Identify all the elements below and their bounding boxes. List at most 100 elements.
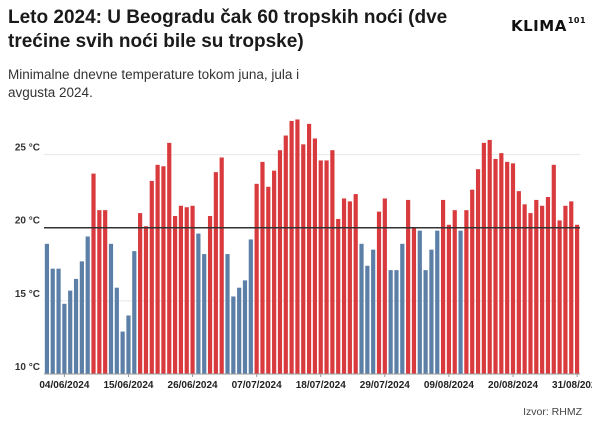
bar bbox=[277, 150, 283, 374]
bar bbox=[330, 150, 335, 374]
x-tick-label: 31/08/2024 bbox=[552, 380, 592, 391]
bar bbox=[464, 210, 469, 374]
bar bbox=[557, 220, 562, 374]
bar bbox=[79, 261, 84, 374]
bar bbox=[190, 205, 195, 374]
bar bbox=[97, 210, 102, 374]
bar bbox=[505, 161, 510, 374]
x-tick-label: 07/07/2024 bbox=[232, 380, 282, 391]
bar bbox=[423, 270, 428, 374]
bar bbox=[440, 199, 446, 374]
bar bbox=[155, 164, 160, 374]
logo-text: KLIMA bbox=[511, 17, 567, 35]
bar bbox=[452, 210, 457, 374]
bar bbox=[499, 153, 504, 374]
bar bbox=[481, 142, 486, 374]
bar bbox=[540, 205, 545, 374]
bar bbox=[225, 254, 230, 374]
bar bbox=[470, 189, 475, 374]
bar bbox=[493, 158, 498, 374]
bar bbox=[196, 233, 201, 374]
bar bbox=[551, 164, 556, 374]
bar bbox=[184, 207, 189, 374]
bar bbox=[487, 139, 492, 374]
y-tick-label: 25 °C bbox=[15, 143, 40, 154]
bar bbox=[103, 210, 108, 374]
bar bbox=[120, 331, 125, 374]
bar bbox=[388, 270, 393, 374]
bar bbox=[231, 296, 236, 374]
bar bbox=[394, 270, 399, 374]
bar bbox=[435, 230, 440, 374]
bar bbox=[242, 280, 248, 374]
bar bbox=[475, 169, 481, 374]
bar bbox=[260, 161, 265, 374]
bar bbox=[114, 287, 119, 374]
bar bbox=[178, 205, 184, 374]
bar bbox=[371, 249, 376, 374]
bar bbox=[254, 183, 259, 374]
bar bbox=[336, 218, 341, 374]
bar bbox=[68, 290, 73, 374]
bar bbox=[545, 196, 551, 374]
bar bbox=[563, 205, 568, 374]
bar bbox=[50, 268, 55, 374]
bar bbox=[167, 142, 172, 374]
bar bbox=[56, 268, 61, 374]
bar bbox=[382, 198, 387, 374]
bar bbox=[429, 249, 434, 374]
x-tick-label: 20/08/2024 bbox=[488, 380, 538, 391]
bar bbox=[272, 170, 277, 374]
bar bbox=[411, 227, 417, 374]
x-tick-label: 26/06/2024 bbox=[168, 380, 218, 391]
bar bbox=[237, 287, 242, 374]
bar bbox=[172, 216, 178, 374]
bar bbox=[312, 138, 318, 374]
bar bbox=[406, 199, 411, 374]
x-tick-label: 04/06/2024 bbox=[39, 380, 89, 391]
x-tick-label: 18/07/2024 bbox=[296, 380, 346, 391]
x-tick-label: 15/06/2024 bbox=[103, 380, 153, 391]
x-tick-label: 09/08/2024 bbox=[424, 380, 474, 391]
chart-subtitle: Minimalne dnevne temperature tokom juna,… bbox=[8, 67, 300, 100]
bar bbox=[202, 254, 207, 374]
x-tick-label: 29/07/2024 bbox=[360, 380, 410, 391]
chart-title: Leto 2024: U Beogradu čak 60 tropskih no… bbox=[8, 7, 448, 52]
klima101-logo: KLIMA101 bbox=[511, 16, 586, 35]
bar bbox=[62, 303, 67, 374]
bar bbox=[574, 224, 580, 374]
bar bbox=[365, 265, 370, 374]
y-tick-label: 15 °C bbox=[15, 289, 40, 300]
bar bbox=[458, 230, 463, 374]
bar bbox=[353, 194, 358, 374]
bar bbox=[143, 226, 149, 374]
bar bbox=[528, 213, 533, 374]
bar bbox=[289, 120, 294, 375]
bar bbox=[522, 204, 527, 374]
bar bbox=[324, 160, 329, 374]
bar bbox=[108, 243, 114, 374]
bar bbox=[73, 278, 79, 374]
bar bbox=[306, 123, 312, 374]
source-note: Izvor: RHMZ bbox=[523, 406, 582, 418]
bar bbox=[138, 213, 143, 374]
bar bbox=[213, 172, 218, 374]
bar bbox=[85, 236, 90, 374]
bar bbox=[510, 163, 516, 374]
bar bbox=[446, 224, 452, 374]
bar bbox=[516, 191, 521, 374]
bar bbox=[248, 239, 253, 374]
bar bbox=[318, 160, 323, 374]
bar bbox=[219, 157, 224, 374]
bar bbox=[295, 119, 300, 375]
bar bbox=[91, 173, 96, 374]
bar bbox=[534, 199, 539, 374]
bar bbox=[161, 166, 166, 374]
bar bbox=[347, 201, 352, 374]
y-tick-label: 20 °C bbox=[15, 216, 40, 227]
bar bbox=[301, 144, 306, 374]
bar bbox=[283, 135, 288, 374]
bar bbox=[44, 243, 50, 374]
bar bbox=[266, 186, 271, 374]
